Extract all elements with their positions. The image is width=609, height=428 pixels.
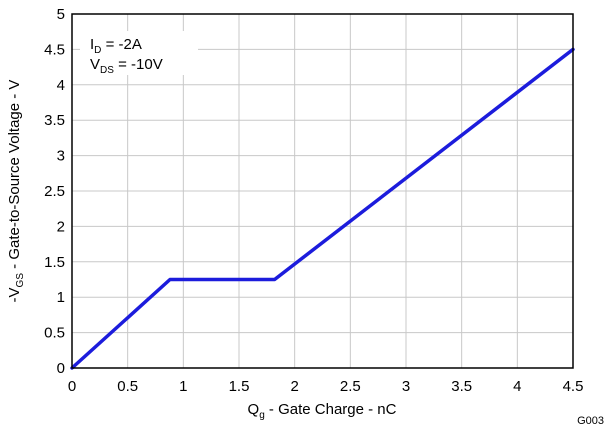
- y-tick-labels: 0 0.5 1 1.5 2 2.5 3 3.5 4 4.5 5: [44, 6, 65, 377]
- y-tick-label: 1.5: [44, 254, 65, 271]
- x-tick-label: 2: [290, 378, 298, 395]
- x-tick-label: 0: [68, 378, 76, 395]
- x-tick-labels: 0 0.5 1 1.5 2 2.5 3 3.5 4 4.5: [68, 378, 584, 395]
- x-tick-label: 1.5: [229, 378, 250, 395]
- figure-id: G003: [577, 415, 604, 427]
- series-curves: [70, 47, 575, 370]
- annotation-vds: VDS = -10V: [90, 56, 163, 76]
- y-tick-label: 0: [57, 360, 65, 377]
- y-tick-label: 1: [57, 289, 65, 306]
- grid: [72, 14, 573, 368]
- x-tick-label: 3: [402, 378, 410, 395]
- y-tick-label: 2.5: [44, 183, 65, 200]
- x-tick-label: 4.5: [563, 378, 584, 395]
- x-axis-title: Qg - Gate Charge - nC: [248, 401, 397, 421]
- annotation-background: [80, 31, 198, 75]
- y-tick-label: 3: [57, 148, 65, 165]
- x-tick-label: 0.5: [117, 378, 138, 395]
- y-tick-label: 3.5: [44, 112, 65, 129]
- y-tick-label: 4: [57, 77, 65, 94]
- y-tick-label: 4.5: [44, 41, 65, 58]
- y-axis-title: -VGS - Gate-to-Source Voltage - V: [6, 80, 26, 303]
- y-tick-label: 5: [57, 6, 65, 23]
- annotation-box: ID = -2A VDS = -10V: [80, 31, 198, 76]
- y-tick-label: 2: [57, 218, 65, 235]
- x-tick-label: 3.5: [451, 378, 472, 395]
- x-tick-label: 1: [179, 378, 187, 395]
- annotation-id: ID = -2A: [90, 36, 142, 56]
- series-line-0: [70, 47, 575, 370]
- x-tick-label: 2.5: [340, 378, 361, 395]
- x-tick-label: 4: [513, 378, 521, 395]
- plot-frame: [71, 13, 574, 369]
- y-tick-label: 0.5: [44, 325, 65, 342]
